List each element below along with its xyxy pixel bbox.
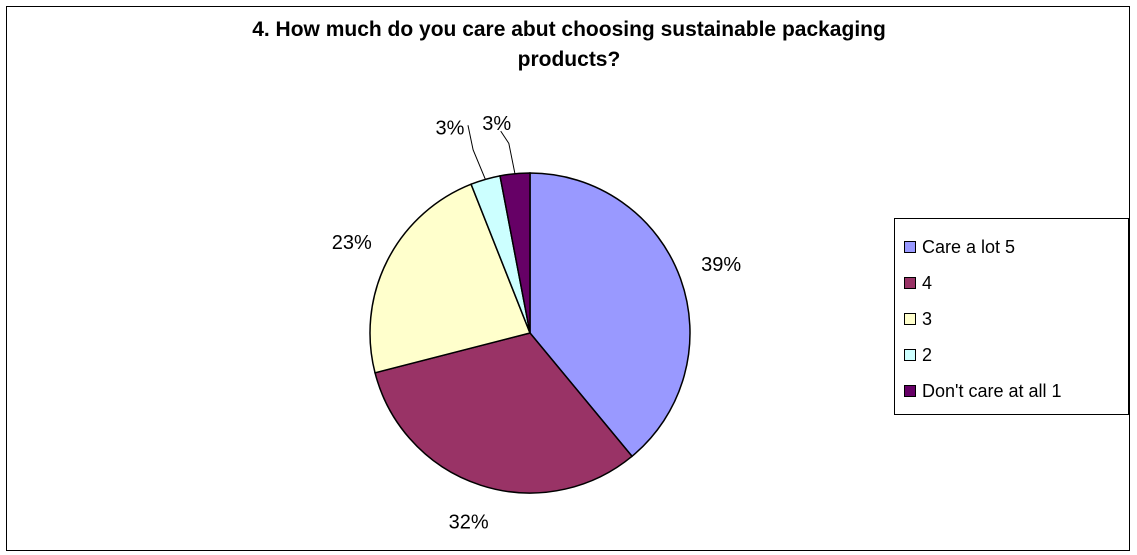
- chart-title-line-2: products?: [517, 48, 621, 71]
- pie-slices: [369, 172, 691, 494]
- pie-slice-4: [374, 332, 634, 494]
- data-label-dont-care-at-all-1: 3%: [482, 113, 511, 135]
- legend-item-2: 2: [895, 337, 1128, 373]
- chart-area: 4. How much do you care abut choosing su…: [6, 6, 1130, 551]
- data-labels: 39% 32% 23% 3% 3%: [332, 113, 742, 534]
- pie-slice-3: [369, 183, 532, 374]
- legend-swatch: [904, 349, 916, 361]
- pie-slice-care-a-lot-5: [529, 172, 691, 458]
- leader-line-2: [467, 125, 486, 180]
- data-label-3: 23%: [332, 232, 372, 254]
- legend-swatch: [904, 241, 916, 253]
- legend: Care a lot 5 4 3 2 Don't care at all 1: [894, 218, 1129, 415]
- legend-label: Don't care at all 1: [922, 380, 1062, 401]
- data-label-4: 32%: [449, 512, 489, 534]
- legend-label: 4: [922, 272, 933, 293]
- data-label-care-a-lot-5: 39%: [701, 254, 741, 276]
- leader-lines: [467, 125, 516, 180]
- legend-item-4: 4: [895, 265, 1128, 301]
- legend-swatch: [904, 385, 916, 397]
- pie-chart: 39% 32% 23% 3% 3%: [332, 113, 742, 534]
- legend-item-3: 3: [895, 301, 1128, 337]
- legend-label: Care a lot 5: [922, 236, 1016, 257]
- data-label-2: 3%: [436, 117, 465, 139]
- legend-item-care-a-lot-5: Care a lot 5: [895, 229, 1128, 265]
- chart-title: 4. How much do you care abut choosing su…: [7, 15, 1131, 75]
- legend-label: 2: [922, 344, 933, 365]
- chart-title-line-1: 4. How much do you care abut choosing su…: [252, 18, 886, 41]
- legend-swatch: [904, 277, 916, 289]
- legend-label: 3: [922, 308, 933, 329]
- legend-swatch: [904, 313, 916, 325]
- leader-line-dont-care-at-all-1: [500, 130, 516, 174]
- legend-item-dont-care-at-all-1: Don't care at all 1: [895, 373, 1128, 409]
